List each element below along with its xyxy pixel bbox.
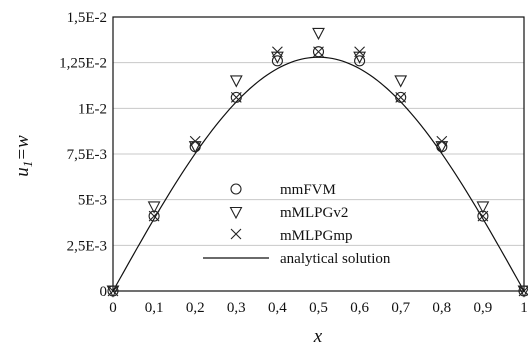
point-mmfvm-4 — [271, 55, 283, 67]
x-tick-label-7: 0,7 — [391, 300, 410, 316]
legend-label-mmfvm: mmFVM — [280, 182, 336, 198]
point-mmfvm-7 — [395, 91, 407, 103]
x-tick-label-5: 0,5 — [309, 300, 328, 316]
y-tick-label-5: 1,25E-2 — [59, 56, 107, 72]
point-mmlpgmp-2 — [189, 135, 201, 147]
y-axis-title-base: u — [12, 167, 33, 177]
y-tick-labels: 0 2,5E-3 5E-3 7,5E-3 1E-2 1,25E-2 1,5E-2 — [59, 10, 107, 300]
legend-marker-mmfvm — [230, 183, 242, 195]
y-tick-label-4: 1E-2 — [78, 101, 107, 117]
x-tick-label-9: 0,9 — [474, 300, 493, 316]
y-axis-title-rest: =w — [12, 135, 33, 161]
x-tick-label-6: 0,6 — [350, 300, 369, 316]
legend-marker-mmlpgmp — [230, 228, 242, 240]
point-mmfvm-3 — [230, 91, 242, 103]
point-mmfvm-1 — [148, 210, 160, 222]
point-mmfvm-6 — [354, 55, 366, 67]
x-tick-label-1: 0,1 — [145, 300, 164, 316]
x-tick-label-8: 0,8 — [432, 300, 451, 316]
point-mmlpgv2-7 — [394, 75, 408, 88]
point-mmlpgmp-3 — [230, 91, 242, 103]
y-tick-label-3: 7,5E-3 — [67, 147, 107, 163]
x-tick-labels: 0 0,1 0,2 0,3 0,4 0,5 0,6 0,7 0,8 0,9 1 — [109, 300, 528, 316]
point-mmlpgmp-5 — [313, 46, 324, 58]
legend-marker-mmlpgv2 — [229, 206, 243, 220]
y-tick-label-0: 0 — [100, 284, 108, 300]
markers-layer — [106, 27, 528, 298]
point-mmlpgmp-8 — [436, 135, 448, 147]
legend-label-mmlpgv2: mMLPGv2 — [280, 205, 348, 221]
x-tick-label-0: 0 — [109, 300, 117, 316]
point-mmfvm-5 — [312, 46, 325, 58]
grid-lines — [113, 62, 524, 246]
point-mmlpgv2-5 — [312, 27, 325, 41]
point-mmlpgmp-7 — [395, 91, 407, 103]
point-mmlpgmp-6 — [354, 46, 365, 58]
point-mmlpgmp-9 — [477, 210, 489, 222]
x-tick-label-3: 0,3 — [227, 300, 246, 316]
point-mmlpgv2-1 — [147, 201, 161, 214]
plot-frame — [112, 16, 525, 292]
y-axis-title-sub: 1 — [20, 161, 35, 168]
point-mmlpgv2-9 — [476, 201, 490, 214]
point-mmlpgv2-3 — [229, 75, 243, 88]
x-axis-title: x — [313, 326, 323, 347]
x-tick-label-2: 0,2 — [186, 300, 205, 316]
y-tick-label-1: 2,5E-3 — [67, 238, 107, 254]
point-mmlpgmp-4 — [272, 46, 283, 58]
legend-label-mmlpgmp: mMLPGmp — [280, 228, 353, 244]
point-mmfvm-9 — [477, 210, 489, 222]
y-axis-title: u1=w — [12, 135, 35, 177]
legend-label-analytical: analytical solution — [280, 251, 391, 267]
y-tick-label-2: 5E-3 — [78, 193, 107, 209]
x-tick-label-10: 1 — [520, 300, 528, 316]
point-mmlpgmp-1 — [148, 210, 160, 222]
legend: mmFVM mMLPGv2 mMLPGmp analytical solutio… — [203, 182, 391, 267]
y-tick-label-6: 1,5E-2 — [67, 10, 107, 26]
x-tick-label-4: 0,4 — [268, 300, 287, 316]
